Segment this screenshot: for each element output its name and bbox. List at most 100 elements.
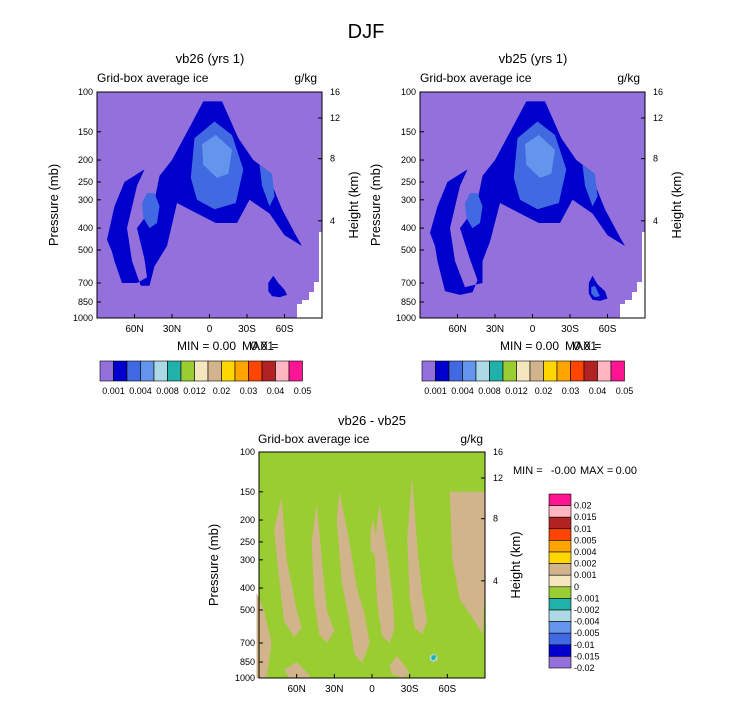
panel-diff-background: [259, 452, 485, 678]
x-tick-label: 30S: [401, 684, 419, 695]
x-tick-label: 60S: [276, 324, 294, 335]
colorbar-label: 0.02: [535, 386, 553, 396]
colorbar-box: [597, 360, 612, 382]
contour-region-2-4: [374, 504, 395, 643]
y-tick-label: 500: [240, 605, 255, 615]
y-tick-label: 850: [78, 297, 93, 307]
colorbar-box: [570, 360, 585, 382]
right-tick-label: 16: [653, 87, 663, 97]
y-tick-label: 150: [240, 487, 255, 497]
panel-right-plot: 60N 30N 0 30S 60S 100 150 200 250 300 400 500 700 850…: [396, 87, 663, 335]
colorbar-label: -0.01: [574, 640, 595, 650]
contour-region-2-13: [291, 645, 305, 661]
y-tick-label: 700: [240, 638, 255, 648]
y-tick-label: 250: [78, 177, 93, 187]
right-tick-label: 8: [653, 154, 658, 164]
colorbar-box: [548, 644, 572, 657]
colorbar-label: 0.05: [294, 386, 312, 396]
contour-region-2-6: [449, 491, 485, 635]
y-tick-label: 300: [401, 195, 416, 205]
colorbar-label: 0.004: [129, 386, 152, 396]
colorbar-label: 0.012: [183, 386, 206, 396]
right-tick-label: 4: [653, 216, 658, 226]
y-tick-label: 250: [240, 537, 255, 547]
colorbar-box: [548, 540, 572, 553]
colorbar-box: [113, 360, 128, 382]
colorbar-label: -0.015: [574, 651, 600, 661]
panel-left-min-label: MIN =: [177, 339, 209, 353]
colorbar-box: [234, 360, 249, 382]
panel-diff-min-value: -0.00: [551, 465, 576, 477]
contour-region-1-4: [582, 164, 598, 207]
colorbar-label: 0.008: [478, 386, 501, 396]
colorbar-label: 0.012: [505, 386, 528, 396]
colorbar-label: 0.03: [240, 386, 258, 396]
panel-left-max-value: 0.01: [251, 339, 275, 353]
colorbar-label: 0.04: [589, 386, 607, 396]
contour-region-0-1: [268, 275, 287, 298]
colorbar-box: [548, 656, 572, 669]
colorbar-box: [548, 609, 572, 622]
contour-region-2-9: [370, 520, 376, 557]
colorbar-box: [421, 360, 436, 382]
colorbar-box: [583, 360, 598, 382]
page-title: DJF: [348, 21, 385, 43]
y-tick-label: 100: [78, 87, 93, 97]
panel-left: vb26 (yrs 1) Grid-box average ice g/kg 6…: [46, 51, 361, 396]
x-tick-label: 30N: [325, 684, 343, 695]
right-tick-label: 4: [493, 576, 498, 586]
y-tick-label: 300: [240, 555, 255, 565]
y-tick-label: 400: [401, 223, 416, 233]
panel-left-units: g/kg: [294, 71, 317, 85]
colorbar-box: [153, 360, 168, 382]
y-tick-label: 200: [78, 155, 93, 165]
panel-diff-ylabel-right: Height (km): [508, 531, 523, 598]
x-tick-label: 60S: [599, 324, 617, 335]
y-tick-label: 150: [401, 127, 416, 137]
panel-left-missing-data: [297, 232, 322, 318]
colorbar-label: 0.004: [574, 547, 597, 557]
y-tick-label: 1000: [73, 313, 93, 323]
panel-left-title: vb26 (yrs 1): [176, 51, 245, 66]
contour-region-2-8: [284, 662, 312, 678]
contour-region-2-5: [407, 477, 428, 635]
right-tick-label: 8: [493, 514, 498, 524]
colorbar-box: [548, 505, 572, 518]
contour-region-1-3: [465, 193, 483, 229]
panel-diff-contours: [256, 477, 485, 678]
colorbar-label: 0.02: [574, 501, 592, 511]
panel-left-plot: 60N 30N 0 30S 60S 100 150 200 250 300 400 500 700 850…: [73, 87, 340, 335]
colorbar-box: [548, 493, 572, 506]
colorbar-label: -0.004: [574, 617, 600, 627]
colorbar-label: 0.03: [562, 386, 580, 396]
x-tick-label: 30S: [238, 324, 256, 335]
colorbar-box: [448, 360, 463, 382]
colorbar-label: 0.05: [616, 386, 634, 396]
y-tick-label: 500: [78, 245, 93, 255]
panel-left-min-value: 0.00: [213, 339, 237, 353]
colorbar-box: [548, 574, 572, 588]
colorbar-box: [167, 360, 182, 382]
panel-right-ylabel-right: Height (km): [669, 171, 684, 238]
contour-region-0-4: [259, 164, 275, 207]
right-tick-label: 16: [330, 87, 340, 97]
colorbar-box: [248, 360, 263, 382]
y-tick-label: 400: [240, 583, 255, 593]
panel-left-contours: [107, 101, 302, 298]
panel-right-min-value: 0.00: [536, 339, 560, 353]
contour-region-2-0: [256, 592, 272, 678]
contour-region-2-1: [274, 498, 302, 638]
y-tick-label: 100: [401, 87, 416, 97]
contour-region-2-12: [431, 654, 436, 661]
x-tick-label: 0: [207, 324, 213, 335]
panel-right-missing-data: [620, 232, 645, 318]
contour-region-0-3: [142, 193, 160, 229]
colorbar-label: 0.005: [574, 535, 597, 545]
colorbar-label: 0.01: [574, 524, 592, 534]
contour-region-0-5: [202, 135, 232, 178]
colorbar-label: -0.002: [574, 605, 600, 615]
colorbar-box: [556, 360, 571, 382]
contour-region-1-5: [591, 285, 600, 298]
colorbar-box: [489, 360, 504, 382]
